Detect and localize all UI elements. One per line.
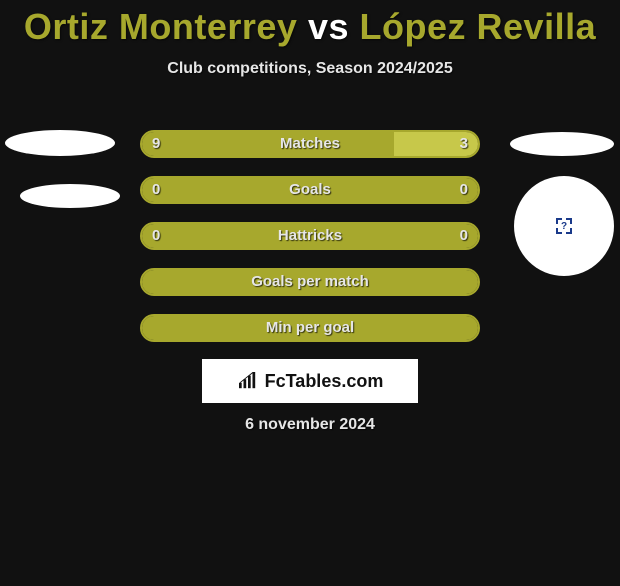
ellipse-top-right	[510, 132, 614, 156]
date-text: 6 november 2024	[0, 416, 620, 434]
stat-row-goals-per-match: Goals per match	[140, 268, 480, 296]
watermark: FcTables.com	[202, 359, 418, 403]
stat-row-min-per-goal: Min per goal	[140, 314, 480, 342]
player1-name: Ortiz Monterrey	[24, 6, 298, 47]
stat-label: Hattricks	[142, 224, 478, 248]
stat-row-goals: 0 Goals 0	[140, 176, 480, 204]
comparison-title: Ortiz Monterrey vs López Revilla	[0, 6, 620, 48]
comparison-subtitle: Club competitions, Season 2024/2025	[0, 60, 620, 78]
stat-row-matches: 9 Matches 3	[140, 130, 480, 158]
vs-text: vs	[308, 6, 349, 47]
value-right: 0	[460, 224, 468, 248]
stat-row-hattricks: 0 Hattricks 0	[140, 222, 480, 250]
avatar-circle-right: ?	[514, 176, 614, 276]
value-right: 3	[460, 132, 468, 156]
watermark-text: FcTables.com	[265, 371, 384, 392]
stat-rows: 9 Matches 3 0 Goals 0 0 Hattricks 0 Goal…	[140, 130, 480, 360]
ellipse-top-left	[5, 130, 115, 156]
stat-label: Goals	[142, 178, 478, 202]
stat-label: Min per goal	[142, 316, 478, 340]
bars-icon	[237, 372, 259, 390]
stat-label: Matches	[142, 132, 478, 156]
stat-label: Goals per match	[142, 270, 478, 294]
value-right: 0	[460, 178, 468, 202]
ellipse-mid-left	[20, 184, 120, 208]
avatar-placeholder-icon: ?	[556, 218, 572, 234]
player2-name: López Revilla	[360, 6, 597, 47]
